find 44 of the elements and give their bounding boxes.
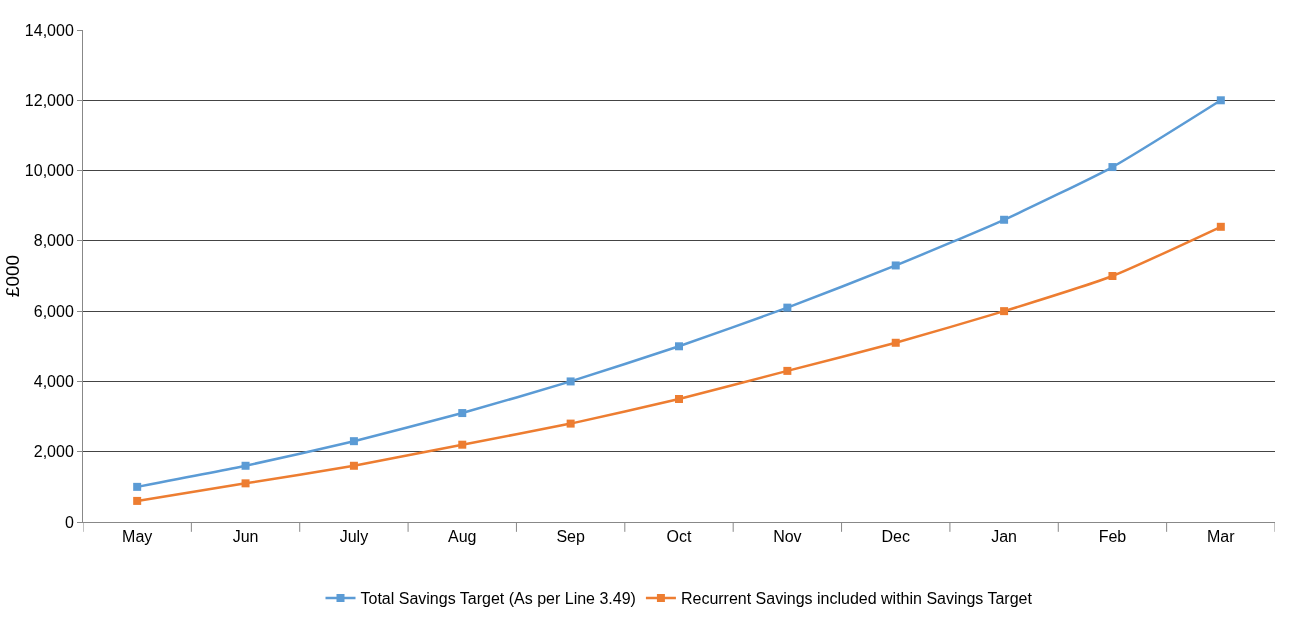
point — [1000, 215, 1009, 224]
y-tick-label: 2,000 — [33, 443, 74, 461]
point — [1216, 96, 1225, 105]
point — [1000, 307, 1009, 316]
y-tick-label: 0 — [64, 513, 74, 531]
x-tick-label: Jun — [232, 528, 259, 546]
point — [349, 461, 358, 470]
y-tick-label: 12,000 — [24, 91, 74, 109]
point — [349, 437, 358, 446]
x-tick-label: May — [122, 528, 153, 546]
legend-label: Recurrent Savings included within Savings Target — [680, 590, 1033, 608]
x-tick-label: Aug — [448, 528, 477, 546]
x-tick-label: Feb — [1098, 528, 1127, 546]
point — [1108, 272, 1117, 280]
y-axis-title: £000 — [1, 254, 23, 298]
point — [675, 395, 683, 403]
point — [891, 261, 900, 270]
point — [1216, 222, 1225, 231]
point — [783, 366, 792, 375]
point — [1108, 163, 1117, 172]
x-tick-label: Jan — [991, 528, 1017, 546]
y-tick-label: 10,000 — [24, 162, 74, 180]
point — [133, 482, 142, 491]
point — [458, 409, 467, 418]
y-tick-label: 6,000 — [33, 302, 74, 320]
point — [783, 303, 792, 312]
point — [566, 419, 575, 428]
point — [458, 440, 467, 449]
y-tick-label: 8,000 — [33, 232, 74, 250]
y-tick-label: 14,000 — [24, 21, 74, 39]
point — [133, 496, 142, 505]
x-tick-label: Oct — [666, 528, 692, 546]
x-tick-label: Nov — [773, 528, 802, 546]
point — [241, 461, 250, 470]
point — [241, 479, 250, 488]
x-tick-label: Dec — [881, 528, 910, 546]
y-tick-label: 4,000 — [33, 373, 74, 391]
point — [566, 377, 575, 386]
x-tick-label: July — [339, 528, 369, 546]
point — [891, 338, 900, 347]
x-tick-label: Sep — [556, 528, 585, 546]
x-tick-label: Mar — [1207, 528, 1236, 546]
legend-label: Total Savings Target (As per Line 3.49) — [360, 590, 636, 608]
point — [675, 342, 683, 351]
